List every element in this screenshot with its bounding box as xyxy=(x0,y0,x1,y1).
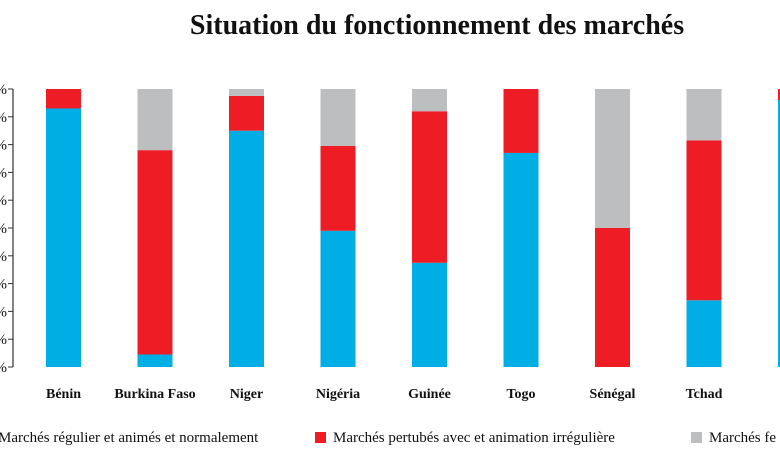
y-tick-label: % xyxy=(0,360,7,376)
bar-segment-1 xyxy=(686,300,722,367)
legend-swatch-closed xyxy=(691,432,702,443)
y-tick-label: % xyxy=(0,165,7,181)
bar-segment-2 xyxy=(412,111,447,263)
legend-label-disturbed: Marchés pertubés avec et animation irrég… xyxy=(333,430,615,446)
x-tick-label: Bénin xyxy=(46,387,81,402)
chart-title: Situation du fonctionnement des marchés xyxy=(189,10,685,41)
bar-segment-3 xyxy=(412,89,447,112)
bar-segment-1 xyxy=(229,130,264,367)
x-tick-label: Nigéria xyxy=(316,387,360,402)
y-tick-label: % xyxy=(0,277,7,293)
bar-segment-1 xyxy=(320,230,356,367)
bar-segment-3 xyxy=(137,89,173,151)
y-tick-label: % xyxy=(0,82,7,98)
legend-item-regular: Marchés régulier et animés et normalemen… xyxy=(0,430,258,447)
bar-segment-2 xyxy=(229,95,264,131)
x-tick-label: Guinée xyxy=(408,387,451,402)
x-tick-label: Niger xyxy=(230,387,263,402)
bar-segment-2 xyxy=(686,140,722,301)
bar-segment-1 xyxy=(503,152,539,367)
bar-segment-1 xyxy=(137,354,173,367)
bar-segment-3 xyxy=(686,89,722,141)
y-tick-label: % xyxy=(0,304,7,320)
legend-item-disturbed: Marchés pertubés avec et animation irrég… xyxy=(315,430,615,447)
bar-segment-2 xyxy=(137,150,173,355)
legend-swatch-disturbed xyxy=(315,432,326,443)
x-tick-label: Togo xyxy=(506,387,535,402)
x-tick-label: Burkina Faso xyxy=(114,387,195,402)
legend-label-closed: Marchés fe xyxy=(709,430,777,446)
stacked-bar-chart: %%%%%%%%%%% Bénin Burkina Faso Niger Nigéri… xyxy=(0,82,780,402)
bar-segment-2 xyxy=(320,145,356,231)
bar-segment-2 xyxy=(778,89,780,101)
y-tick-label: % xyxy=(0,110,7,126)
y-tick-label: % xyxy=(0,221,7,237)
bar-segment-1 xyxy=(778,100,780,368)
bar-area xyxy=(46,89,780,368)
y-tick-label: % xyxy=(0,193,7,209)
bar-segment-2 xyxy=(503,89,539,153)
bar-segment-1 xyxy=(46,108,81,368)
bar-segment-2 xyxy=(595,228,630,367)
x-tick-label: Tchad xyxy=(686,387,723,402)
bar-segment-3 xyxy=(229,89,264,96)
legend-label-regular: Marchés régulier et animés et normalemen… xyxy=(0,430,259,446)
bar-segment-3 xyxy=(595,89,630,228)
bar-segment-1 xyxy=(412,262,447,367)
legend: Marchés régulier et animés et normalemen… xyxy=(0,426,780,456)
bar-segment-2 xyxy=(46,89,81,109)
legend-item-closed: Marchés fe xyxy=(691,430,776,447)
x-tick-label: Sénégal xyxy=(590,387,636,402)
y-tick-label: % xyxy=(0,249,7,265)
y-tick-label: % xyxy=(0,332,7,348)
y-axis: %%%%%%%%%%% xyxy=(0,82,14,376)
y-tick-label: % xyxy=(0,138,7,154)
bar-segment-3 xyxy=(320,89,356,146)
x-axis-labels: Bénin Burkina Faso Niger Nigéria Guinée Togo S… xyxy=(46,387,723,402)
